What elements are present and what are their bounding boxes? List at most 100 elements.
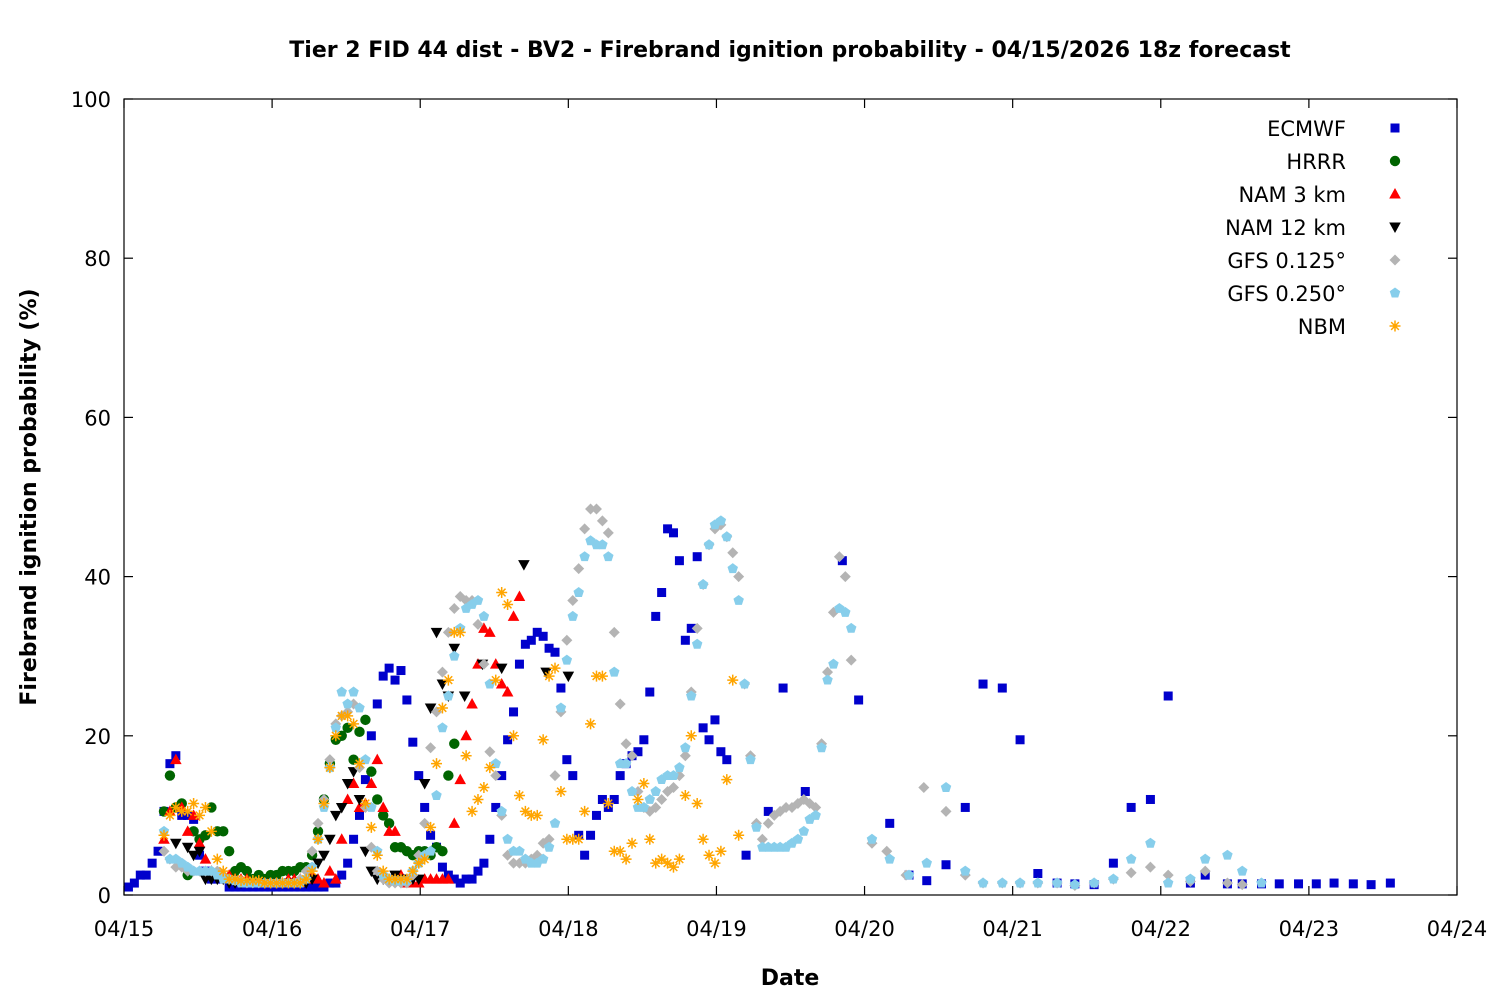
data-point [639,735,649,745]
data-point [1125,867,1137,879]
data-point [508,730,520,742]
data-point [674,762,685,773]
data-point [568,771,578,781]
data-point [448,643,461,655]
data-point [372,794,383,805]
data-point [751,821,762,832]
data-point [1329,878,1339,888]
data-point [538,631,548,641]
data-point [573,563,585,575]
data-point [697,579,709,590]
data-point [153,846,163,856]
y-axis-label: Firebrand ignition probability (%) [17,288,42,705]
data-point [472,793,484,805]
data-point [638,801,650,812]
data-point [845,654,857,666]
data-point [709,857,721,869]
data-point [1162,869,1174,881]
data-point [359,797,371,809]
data-point [1221,877,1233,889]
data-point [840,606,851,617]
data-point [347,777,360,789]
data-point [704,735,714,745]
data-point [997,683,1007,693]
data-point [543,670,555,682]
data-point [329,873,342,884]
data-point [188,797,200,809]
data-point [884,853,895,864]
legend-marker [1389,188,1401,199]
data-point [164,809,176,821]
data-point [508,857,520,869]
data-point [484,678,496,689]
data-point [739,678,750,689]
legend-marker [1389,222,1401,233]
data-point [312,858,324,870]
data-point [1145,837,1156,848]
data-point [389,873,401,885]
data-point [674,556,684,566]
legend-marker [1390,123,1400,133]
data-point [733,571,745,583]
data-point [922,876,932,886]
plot-frame [123,98,1458,896]
data-point [182,805,194,817]
data-point [377,801,389,812]
data-point [147,858,157,868]
y-tick-label: 60 [84,406,111,430]
data-point [590,503,602,515]
data-point [443,770,454,781]
data-point [187,809,200,820]
data-point [1348,879,1358,889]
data-point [306,845,318,857]
data-point [662,857,674,869]
data-point [1051,877,1063,888]
data-point [650,801,662,813]
data-point [1162,877,1174,888]
data-point [721,531,733,542]
data-point [360,714,371,726]
data-point [597,539,608,550]
data-point [312,817,324,829]
data-point [199,853,212,864]
data-point [1125,853,1137,864]
data-point [472,594,484,605]
data-point [360,775,370,785]
data-point [667,861,679,873]
data-point [365,821,377,833]
data-point [420,802,430,812]
data-point [1274,879,1284,889]
data-point [437,846,448,857]
data-point [1108,873,1119,884]
data-point [597,794,607,804]
data-point [389,825,401,836]
data-point [467,874,477,884]
data-point [585,503,597,515]
data-point [614,698,626,710]
data-point [1199,853,1211,864]
data-point [407,865,419,877]
data-point [549,770,561,782]
data-point [580,850,590,860]
data-point [377,865,389,877]
data-point [715,845,727,857]
data-point [941,860,951,870]
data-point [187,850,200,862]
data-point [567,833,579,845]
x-tick-label: 04/24 [1427,917,1488,941]
data-point [337,870,347,880]
data-point [342,710,354,722]
data-point [1163,691,1173,701]
data-point [484,762,496,774]
data-point [425,742,437,754]
data-point [918,782,930,794]
legend-label: NAM 3 km [1238,183,1346,207]
data-point [318,877,330,888]
legend-label: ECMWF [1267,117,1346,141]
data-point [514,845,525,856]
data-point [615,771,625,781]
data-point [288,877,300,889]
data-point [1144,861,1156,873]
